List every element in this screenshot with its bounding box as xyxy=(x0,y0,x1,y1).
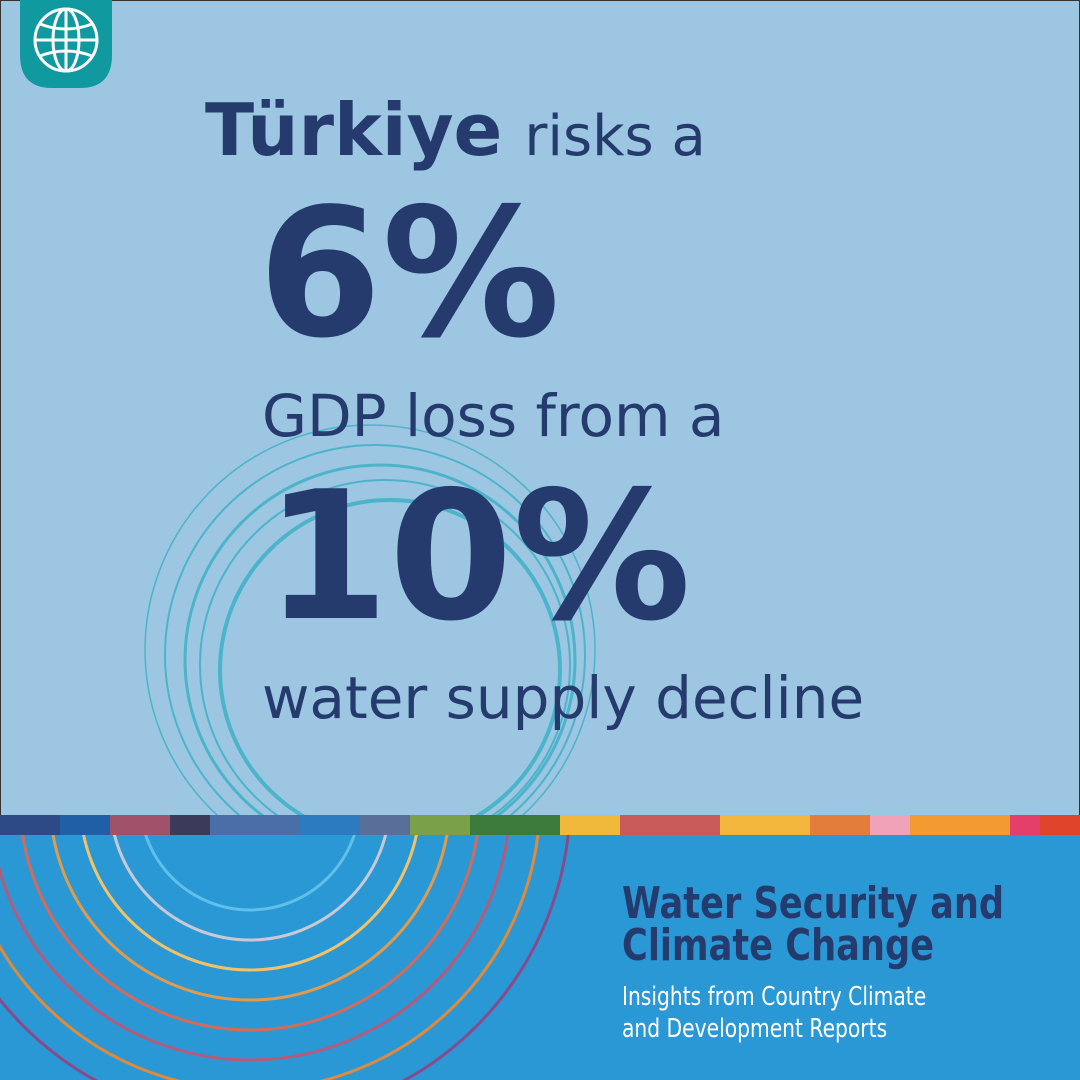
headline-line3: water supply decline xyxy=(262,664,864,732)
decor-arcs-top xyxy=(144,424,596,815)
report-title-2: Climate Change xyxy=(622,920,934,971)
headline-line2: GDP loss from a xyxy=(262,382,724,450)
report-title: Water Security and Climate Change xyxy=(622,878,1004,971)
headline-line1: Türkiye risks a xyxy=(205,88,706,172)
figure-water: 10% xyxy=(265,453,691,660)
color-stripe xyxy=(0,815,1080,835)
report-title-1: Water Security and xyxy=(622,878,1004,929)
risks-text: risks a xyxy=(524,104,705,169)
report-subtitle: Insights from Country Climate and Develo… xyxy=(622,982,926,1044)
background xyxy=(0,0,1080,815)
report-subtitle-1: Insights from Country Climate xyxy=(622,982,926,1012)
logo-globe xyxy=(33,7,99,73)
figure-gdp: 6% xyxy=(258,170,560,377)
report-panel xyxy=(0,835,1080,1080)
decor-arcs-bottom xyxy=(0,835,570,1080)
report-subtitle-2: and Development Reports xyxy=(622,1014,887,1044)
country: Türkiye xyxy=(205,88,502,172)
